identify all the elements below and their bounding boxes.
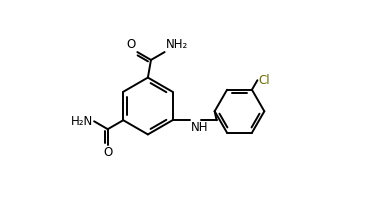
- Text: NH: NH: [191, 121, 209, 134]
- Text: H₂N: H₂N: [71, 115, 93, 128]
- Text: Cl: Cl: [258, 74, 270, 87]
- Text: NH₂: NH₂: [165, 38, 188, 51]
- Text: O: O: [127, 38, 136, 51]
- Text: O: O: [103, 146, 112, 159]
